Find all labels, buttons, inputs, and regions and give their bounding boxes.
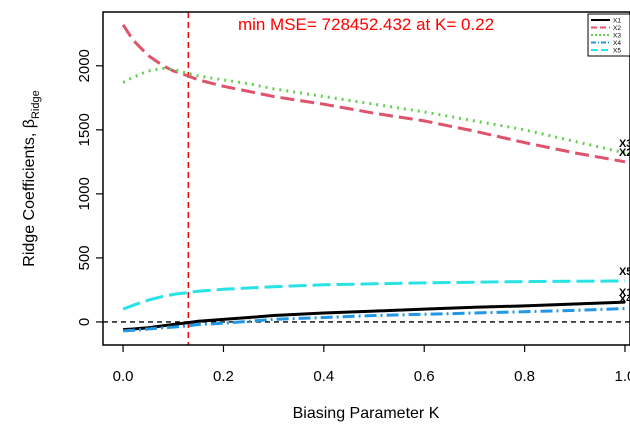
- axes: 0.0 0.2 0.4 0.6 0.8 1.0 0 500 1000 1500 2000: [76, 11, 630, 385]
- series-label-x3: X3: [619, 138, 630, 150]
- x-tick-label: 0.0: [113, 368, 134, 385]
- legend-label-x1: X1: [613, 18, 621, 25]
- series-line-x5: [122, 279, 626, 311]
- plot-frame: [102, 11, 630, 346]
- y-tick-label: 1500: [76, 113, 93, 146]
- series-label-x2: X2: [619, 147, 630, 159]
- x-tick-label: 1.0: [615, 368, 630, 385]
- series-line-x2: [121, 23, 626, 164]
- y-tick-label: 2000: [76, 49, 93, 82]
- min-mse-annotation: min MSE= 728452.432 at K= 0.22: [238, 15, 494, 34]
- y-tick-label: 0: [76, 318, 93, 326]
- series-label-x4: X4: [619, 293, 630, 305]
- series-line-x4: [123, 307, 626, 333]
- x-tick-label: 0.8: [514, 368, 535, 385]
- y-axis-title: Ridge Coefficients, βRidge: [21, 90, 42, 266]
- legend-label-x4: X4: [613, 40, 621, 47]
- x-axis-title: Biasing Parameter K: [293, 405, 440, 422]
- y-axis-title-main: Ridge Coefficients, β: [21, 119, 38, 267]
- legend-label-x2: X2: [613, 25, 621, 32]
- y-tick-label: 1000: [76, 177, 93, 210]
- x-tick-label: 0.4: [313, 368, 334, 385]
- series-lines: [121, 23, 626, 333]
- series-label-x1: X1: [619, 287, 630, 299]
- y-tick-label: 500: [76, 245, 93, 270]
- y-axis-title-subscript: Ridge: [30, 90, 42, 119]
- series-line-x1: [123, 300, 626, 332]
- series-label-x5: X5: [619, 266, 630, 278]
- x-tick-label: 0.6: [414, 368, 435, 385]
- legend-label-x5: X5: [613, 48, 621, 55]
- legend-label-x3: X3: [613, 33, 621, 40]
- series-line-x3: [122, 66, 626, 155]
- x-tick-label: 0.2: [213, 368, 234, 385]
